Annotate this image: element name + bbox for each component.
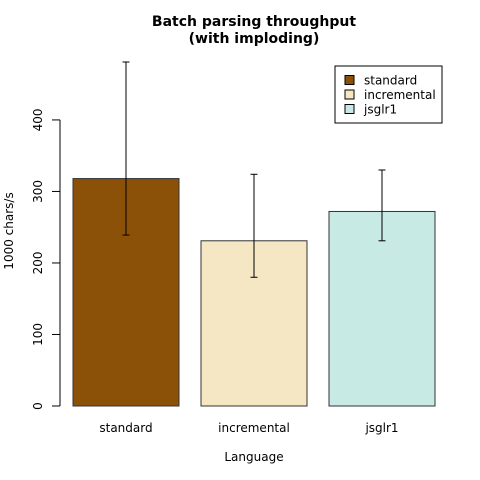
chart-title-line-2: (with imploding) xyxy=(189,31,320,47)
legend-swatch-jsglr1 xyxy=(344,104,355,114)
legend-label-standard: standard xyxy=(364,74,417,88)
x-tick-label-standard: standard xyxy=(99,421,152,435)
y-tick-label-400: 400 xyxy=(31,108,45,131)
y-tick-label-100: 100 xyxy=(31,323,45,346)
y-tick-label-0: 0 xyxy=(31,402,45,410)
y-axis-label: 1000 chars/s xyxy=(2,192,16,269)
legend-label-incremental: incremental xyxy=(364,88,436,102)
chart-title-line-1: Batch parsing throughput xyxy=(152,14,356,30)
x-tick-label-jsglr1: jsglr1 xyxy=(364,421,398,435)
legend-label-jsglr1: jsglr1 xyxy=(363,103,397,117)
x-axis-tick-labels: standard incremental jsglr1 xyxy=(99,421,398,435)
x-axis-label: Language xyxy=(224,450,283,464)
y-tick-label-200: 200 xyxy=(31,252,45,275)
error-bars-layer xyxy=(122,61,386,278)
legend-swatch-incremental xyxy=(344,89,355,100)
y-axis: 0 100 200 300 400 xyxy=(31,108,61,410)
y-tick-label-300: 300 xyxy=(31,180,45,203)
x-tick-label-incremental: incremental xyxy=(218,421,290,435)
legend-swatch-standard xyxy=(344,75,355,85)
